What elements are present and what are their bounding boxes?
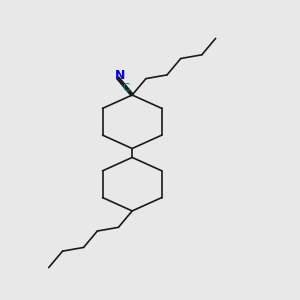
Text: N: N: [115, 69, 125, 82]
Text: C: C: [123, 83, 130, 93]
